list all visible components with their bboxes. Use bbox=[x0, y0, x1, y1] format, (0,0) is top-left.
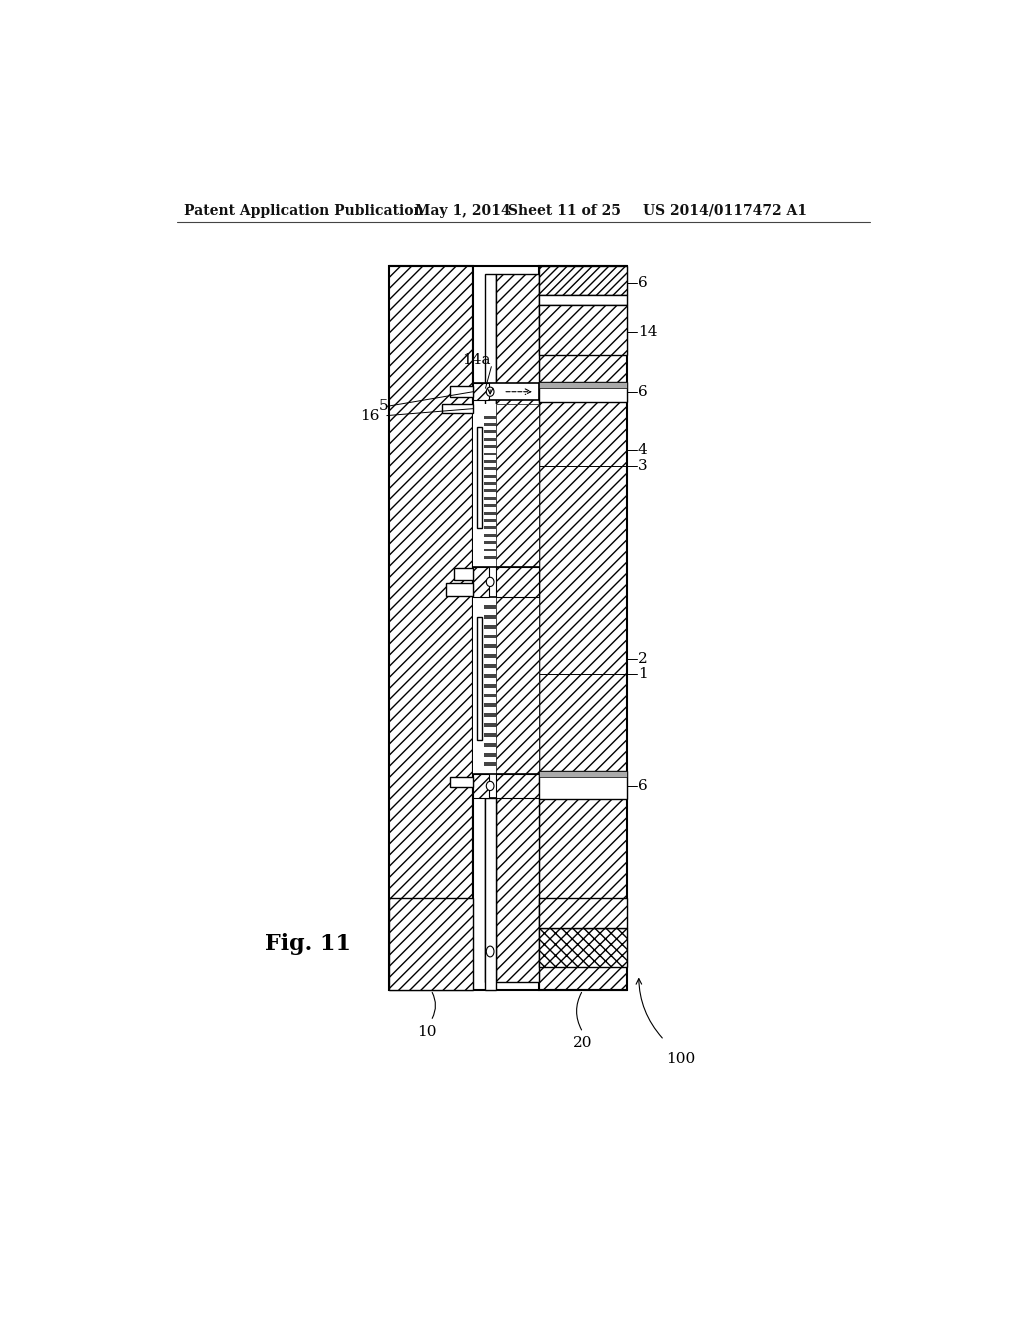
Bar bbox=[484, 445, 497, 447]
Bar bbox=[484, 519, 497, 521]
Bar bbox=[484, 664, 497, 668]
Bar bbox=[473, 267, 539, 990]
Text: US 2014/0117472 A1: US 2014/0117472 A1 bbox=[643, 203, 807, 218]
Bar bbox=[473, 598, 539, 775]
Bar bbox=[484, 459, 497, 463]
Bar bbox=[484, 438, 497, 441]
Bar bbox=[484, 684, 497, 688]
Bar bbox=[473, 383, 539, 400]
Bar bbox=[484, 430, 497, 433]
Bar bbox=[388, 898, 473, 990]
Text: 4: 4 bbox=[638, 444, 648, 457]
Text: 1: 1 bbox=[638, 668, 648, 681]
Bar bbox=[484, 527, 497, 529]
Text: 14a: 14a bbox=[462, 354, 490, 367]
Bar bbox=[484, 467, 497, 470]
Bar bbox=[484, 496, 497, 500]
Bar bbox=[496, 775, 539, 797]
Bar bbox=[539, 381, 628, 388]
Bar bbox=[484, 275, 496, 982]
Bar bbox=[484, 797, 496, 990]
Bar bbox=[496, 566, 539, 598]
Text: 10: 10 bbox=[417, 1024, 437, 1039]
Bar bbox=[484, 556, 497, 558]
Bar bbox=[451, 776, 473, 788]
Bar bbox=[477, 428, 482, 528]
Bar bbox=[473, 383, 488, 400]
Text: 16: 16 bbox=[359, 409, 379, 422]
Bar bbox=[484, 453, 497, 455]
Bar bbox=[484, 512, 497, 515]
Ellipse shape bbox=[486, 577, 494, 586]
Bar bbox=[484, 533, 497, 537]
Text: 2: 2 bbox=[638, 652, 648, 665]
Bar bbox=[484, 605, 497, 609]
Bar bbox=[473, 775, 539, 797]
Bar bbox=[496, 404, 539, 566]
Bar bbox=[454, 568, 473, 581]
Bar bbox=[473, 566, 539, 598]
Bar bbox=[539, 928, 628, 966]
Bar bbox=[484, 713, 497, 717]
Ellipse shape bbox=[486, 781, 494, 791]
Bar bbox=[473, 775, 488, 797]
Bar bbox=[539, 296, 628, 305]
Text: 14: 14 bbox=[638, 325, 657, 339]
Text: 6: 6 bbox=[638, 384, 648, 399]
Bar bbox=[484, 655, 497, 659]
Bar bbox=[484, 743, 497, 747]
Text: Sheet 11 of 25: Sheet 11 of 25 bbox=[508, 203, 621, 218]
Bar bbox=[496, 598, 539, 775]
Bar bbox=[446, 583, 473, 595]
Bar bbox=[484, 541, 497, 544]
Bar bbox=[484, 704, 497, 708]
Bar bbox=[484, 422, 497, 426]
Text: 100: 100 bbox=[666, 1052, 695, 1065]
Bar bbox=[484, 723, 497, 727]
Bar bbox=[539, 267, 628, 296]
Text: 6: 6 bbox=[638, 779, 648, 793]
Bar bbox=[484, 675, 497, 677]
Bar bbox=[484, 549, 497, 552]
Text: May 1, 2014: May 1, 2014 bbox=[416, 203, 511, 218]
Bar bbox=[388, 267, 473, 990]
Bar bbox=[484, 482, 497, 484]
Bar bbox=[484, 490, 497, 492]
Bar bbox=[484, 693, 497, 697]
Bar bbox=[539, 898, 628, 928]
Bar bbox=[484, 475, 497, 478]
Bar bbox=[539, 771, 628, 777]
Ellipse shape bbox=[486, 387, 494, 396]
Bar bbox=[539, 305, 628, 355]
Bar bbox=[484, 763, 497, 767]
Text: Patent Application Publication: Patent Application Publication bbox=[184, 203, 424, 218]
Bar bbox=[539, 771, 628, 799]
Bar bbox=[442, 404, 473, 413]
Bar bbox=[451, 387, 473, 397]
Bar bbox=[484, 752, 497, 756]
Bar bbox=[484, 644, 497, 648]
Bar bbox=[473, 566, 488, 598]
Bar bbox=[473, 404, 539, 566]
Bar bbox=[484, 624, 497, 628]
Text: 5: 5 bbox=[379, 400, 388, 413]
Bar bbox=[539, 381, 628, 401]
Ellipse shape bbox=[486, 946, 494, 957]
Text: 6: 6 bbox=[638, 276, 648, 290]
Bar bbox=[484, 615, 497, 619]
Text: 20: 20 bbox=[573, 1036, 593, 1051]
Text: 3: 3 bbox=[638, 458, 647, 473]
Bar bbox=[539, 267, 628, 990]
Bar bbox=[484, 635, 497, 639]
Bar bbox=[477, 616, 482, 739]
Bar bbox=[484, 416, 497, 418]
Bar bbox=[484, 504, 497, 507]
Bar bbox=[484, 733, 497, 737]
Bar bbox=[496, 275, 539, 982]
Text: Fig. 11: Fig. 11 bbox=[265, 933, 351, 954]
